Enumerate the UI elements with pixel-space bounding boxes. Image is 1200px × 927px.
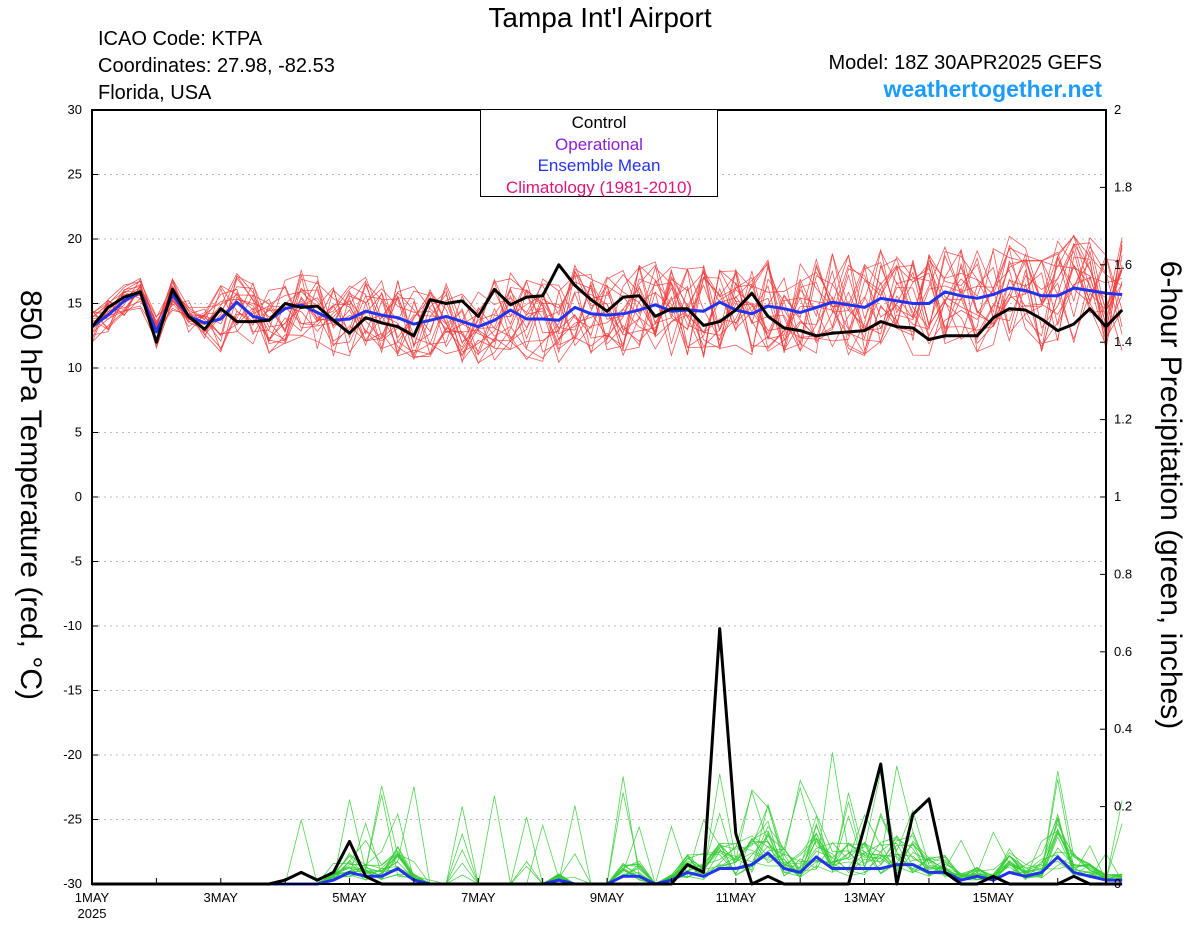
x-tick-label: 11MAY — [715, 890, 756, 905]
precip-member-line — [92, 789, 1123, 885]
temp-member-line — [91, 247, 1123, 357]
x-tick-label: 13MAY — [844, 890, 886, 905]
temp-ensemble-mean-line — [91, 286, 1123, 334]
temp-member-line — [91, 244, 1123, 364]
x-tick-label: 3MAY — [204, 890, 239, 905]
precip-member-line — [92, 803, 1123, 885]
ensemble-members — [91, 234, 1123, 885]
y-tick-label-left: -10 — [63, 618, 82, 633]
legend-operational: Operational — [555, 134, 643, 154]
temp-member-line — [91, 235, 1123, 359]
y-tick-label-left: -30 — [63, 876, 82, 891]
chart-title: Tampa Int'l Airport — [488, 2, 712, 33]
y-tick-label-right: 1.6 — [1114, 257, 1132, 272]
temp-control-line — [90, 263, 1124, 344]
y-tick-label-left: 20 — [68, 231, 82, 246]
temp-member-line — [91, 254, 1123, 358]
y-tick-label-left: 30 — [68, 102, 82, 117]
precip-member-line — [92, 776, 1123, 885]
x-year-label: 2025 — [78, 906, 107, 921]
x-tick-label: 9MAY — [590, 890, 625, 905]
y-tick-label-right: 1.8 — [1114, 179, 1132, 194]
x-tick-label: 7MAY — [461, 890, 496, 905]
y-tick-label-right: 0.2 — [1114, 799, 1132, 814]
y-tick-label-right: 0.8 — [1114, 566, 1132, 581]
y-tick-label-right: 1 — [1114, 489, 1121, 504]
y-tick-label-right: 1.2 — [1114, 412, 1132, 427]
model-info: Model: 18Z 30APR2025 GEFS — [828, 52, 1102, 74]
axis-ticks: 302520151050-5-10-15-20-25-3021.81.61.41… — [63, 102, 1132, 921]
temp-member-line — [91, 236, 1123, 352]
grid-lines — [92, 109, 1106, 885]
precip-member-line — [92, 773, 1123, 885]
precip-member-line — [92, 765, 1123, 885]
temp-member-line — [91, 242, 1123, 355]
precip-member-line — [92, 794, 1123, 885]
precip-control-line — [92, 627, 1123, 886]
precip-member-line — [92, 804, 1123, 885]
y-tick-label-left: 15 — [68, 296, 82, 311]
temp-member-line — [91, 245, 1123, 365]
y-tick-label-right: 1.4 — [1114, 334, 1132, 349]
precip-member-line — [92, 805, 1123, 885]
precip-member-line — [92, 779, 1123, 885]
y-tick-label-left: 25 — [68, 167, 82, 182]
y-tick-label-left: 0 — [75, 489, 82, 504]
site-link[interactable]: weathertogether.net — [883, 76, 1102, 102]
precip-member-line — [92, 786, 1123, 885]
y-tick-label-left: 10 — [68, 360, 82, 375]
temp-member-line — [91, 240, 1123, 364]
y-tick-label-left: -5 — [70, 554, 82, 569]
precip-member-line — [92, 785, 1123, 885]
y-tick-label-left: 5 — [75, 425, 82, 440]
y-tick-label-right: 0 — [1114, 876, 1121, 891]
y-tick-label-left: -20 — [63, 747, 82, 762]
legend-ensemble-mean: Ensemble Mean — [537, 156, 661, 175]
precip-member-line — [92, 771, 1123, 885]
precip-member-line — [92, 795, 1123, 885]
legend-control: Control — [571, 113, 627, 132]
x-tick-label: 1MAY — [75, 890, 110, 905]
icao-code: ICAO Code: KTPA — [98, 28, 263, 50]
x-tick-label: 15MAY — [972, 890, 1014, 905]
temp-member-line — [91, 248, 1123, 357]
y-tick-label-right: 2 — [1114, 102, 1121, 117]
series-lines — [90, 263, 1124, 886]
y-tick-label-right: 0.6 — [1114, 644, 1132, 659]
legend: Control Operational Ensemble Mean Climat… — [480, 109, 718, 197]
x-tick-label: 5MAY — [332, 890, 367, 905]
temp-member-line — [91, 237, 1123, 362]
y-tick-label-left: -15 — [63, 683, 82, 698]
y-tick-label-right: 0.4 — [1114, 721, 1132, 736]
legend-climatology: Climatology (1981-2010) — [505, 177, 693, 197]
plot-frame — [91, 109, 1107, 885]
coordinates: Coordinates: 27.98, -82.53 — [98, 55, 335, 77]
region: Florida, USA — [98, 82, 212, 104]
y-tick-label-left: -25 — [63, 812, 82, 827]
precip-member-line — [92, 752, 1123, 885]
